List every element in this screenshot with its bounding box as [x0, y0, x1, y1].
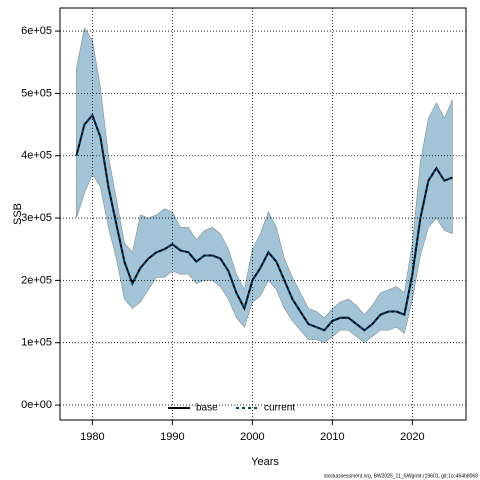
- legend-label: base: [196, 403, 218, 414]
- x-tick-label: 2000: [240, 431, 264, 443]
- y-tick-label: 0e+00: [21, 399, 52, 411]
- y-tick-label: 4e+05: [21, 150, 52, 162]
- plot-frame: [59, 7, 467, 421]
- y-tick-label: 3e+05: [21, 212, 52, 224]
- footer: stockassessment.org, BW2025_11_SWgrmt.r1…: [324, 473, 478, 479]
- x-tick-label: 1980: [80, 431, 104, 443]
- y-tick-label: 6e+05: [21, 25, 52, 37]
- x-tick-label: 2010: [320, 431, 344, 443]
- x-tick-label: 2020: [400, 431, 424, 443]
- y-axis-label: SSB: [12, 203, 24, 225]
- y-tick-label: 2e+05: [21, 274, 52, 286]
- x-axis-label: Years: [251, 456, 279, 468]
- legend-label: current: [264, 403, 295, 414]
- series-line: [75, 113, 453, 332]
- x-tick-label: 1990: [160, 431, 184, 443]
- confidence-band: [76, 27, 453, 344]
- y-tick-label: 1e+05: [21, 337, 52, 349]
- y-tick-label: 5e+05: [21, 87, 52, 99]
